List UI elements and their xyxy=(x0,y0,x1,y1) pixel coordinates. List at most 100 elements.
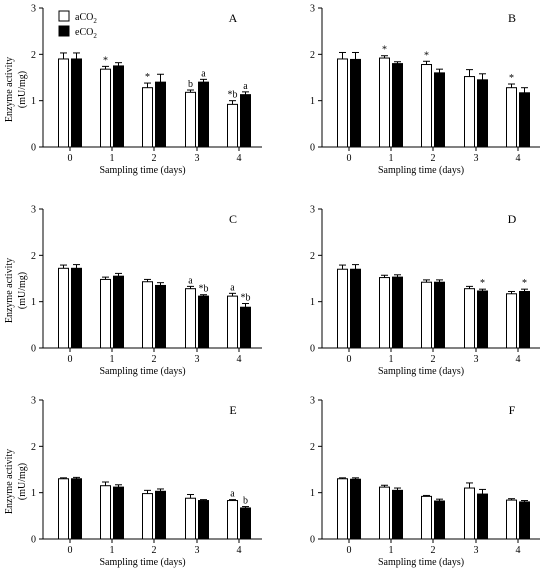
bar-eco2 xyxy=(113,65,124,148)
bar-aco2 xyxy=(379,277,390,349)
y-tick-label: 0 xyxy=(31,143,36,154)
bar-eco2 xyxy=(240,94,251,148)
panel-letter: A xyxy=(229,11,238,25)
bar-eco2 xyxy=(350,58,361,148)
bar-aco2 xyxy=(58,478,69,540)
bar-aco2 xyxy=(421,495,432,540)
significance-label: *b xyxy=(199,284,209,295)
bar-aco2 xyxy=(421,64,432,148)
chart-panel-b: 0 1 2 3 0 1 * 2 * 3 4 * B Sampling time (days) xyxy=(310,4,540,176)
bar-aco2 xyxy=(464,288,475,349)
x-tick-label: 2 xyxy=(152,545,157,556)
y-tick-label: 2 xyxy=(31,442,36,453)
bar-eco2 xyxy=(477,79,488,148)
bar-aco2 xyxy=(58,58,69,148)
x-tick-label: 1 xyxy=(110,545,115,556)
y-tick-label: 0 xyxy=(310,535,315,546)
x-tick-label: 0 xyxy=(68,153,73,164)
bar-eco2 xyxy=(350,478,361,540)
y-axis-unit: (mU/mg) xyxy=(17,71,28,108)
panel-letter: F xyxy=(509,403,516,417)
x-axis-label: Sampling time (days) xyxy=(99,557,185,568)
x-tick-label: 1 xyxy=(389,545,394,556)
legend-label-main: eCO xyxy=(75,27,93,38)
x-tick-label: 2 xyxy=(431,545,436,556)
chart-panel-d: 0 1 2 3 0 1 2 3 * 4 * D Sampling time (days) xyxy=(310,205,540,377)
chart-panel-f: 0 1 2 3 0 1 2 3 4 F Sampling time (days) xyxy=(310,396,540,568)
y-axis-label: Enzyme activity xyxy=(4,258,15,323)
x-tick-label: 1 xyxy=(110,153,115,164)
x-tick-label: 3 xyxy=(195,545,200,556)
y-tick-label: 0 xyxy=(31,535,36,546)
x-axis-label: Sampling time (days) xyxy=(378,366,464,377)
bar-aco2 xyxy=(379,57,390,148)
x-tick-label: 0 xyxy=(68,545,73,556)
bar-aco2 xyxy=(506,87,517,148)
bar-eco2 xyxy=(198,500,209,540)
bar-eco2 xyxy=(477,290,488,349)
x-tick-label: 0 xyxy=(347,153,352,164)
significance-label: a xyxy=(243,81,248,92)
x-tick-label: 4 xyxy=(516,545,521,556)
bar-aco2 xyxy=(100,68,111,148)
bar-eco2 xyxy=(71,267,82,349)
x-tick-label: 0 xyxy=(68,354,73,365)
bar-eco2 xyxy=(155,490,166,540)
x-tick-label: 0 xyxy=(347,545,352,556)
y-axis-label: Enzyme activity xyxy=(4,449,15,514)
y-tick-label: 1 xyxy=(310,96,315,107)
bar-aco2 xyxy=(379,486,390,540)
bar-eco2 xyxy=(434,281,445,349)
y-tick-label: 1 xyxy=(310,297,315,308)
x-axis-label: Sampling time (days) xyxy=(99,366,185,377)
bar-eco2 xyxy=(71,478,82,540)
y-tick-label: 2 xyxy=(310,442,315,453)
x-tick-label: 3 xyxy=(195,153,200,164)
bar-aco2 xyxy=(100,278,111,349)
bar-aco2 xyxy=(506,499,517,540)
bar-aco2 xyxy=(185,497,196,540)
chart-panel-c: 0 1 2 3 0 1 2 3 a *b 4 a *b C Sampling time (days) Enzy… xyxy=(4,205,262,377)
significance-label: a xyxy=(230,489,235,500)
legend-label-main: aCO xyxy=(75,12,93,23)
bar-eco2 xyxy=(240,507,251,540)
bar-aco2 xyxy=(464,76,475,148)
legend-swatch xyxy=(58,10,70,22)
x-tick-label: 4 xyxy=(516,153,521,164)
bar-eco2 xyxy=(392,63,403,148)
x-tick-label: 1 xyxy=(389,354,394,365)
bar-aco2 xyxy=(58,267,69,349)
x-axis-label: Sampling time (days) xyxy=(378,557,464,568)
legend-label: eCO2 xyxy=(75,27,97,40)
x-axis-label: Sampling time (days) xyxy=(378,165,464,176)
bar-eco2 xyxy=(155,284,166,349)
x-tick-label: 1 xyxy=(389,153,394,164)
panel-letter: B xyxy=(508,11,516,25)
bar-eco2 xyxy=(113,275,124,349)
significance-label: * xyxy=(382,45,387,56)
x-tick-label: 2 xyxy=(431,153,436,164)
panel-letter: D xyxy=(508,212,517,226)
x-tick-label: 4 xyxy=(516,354,521,365)
bar-aco2 xyxy=(464,487,475,540)
bar-eco2 xyxy=(392,276,403,349)
y-tick-label: 3 xyxy=(31,205,36,216)
significance-label: *b xyxy=(241,293,251,304)
bar-eco2 xyxy=(113,486,124,540)
x-tick-label: 3 xyxy=(474,545,479,556)
x-tick-label: 2 xyxy=(152,354,157,365)
bar-aco2 xyxy=(227,103,238,148)
x-tick-label: 0 xyxy=(347,354,352,365)
significance-label: * xyxy=(424,50,429,61)
significance-label: * xyxy=(103,55,108,66)
bar-eco2 xyxy=(392,489,403,540)
significance-label: b xyxy=(188,79,193,90)
y-tick-label: 3 xyxy=(310,205,315,216)
bar-eco2 xyxy=(434,500,445,540)
x-tick-label: 2 xyxy=(152,153,157,164)
bar-aco2 xyxy=(227,295,238,349)
y-tick-label: 0 xyxy=(310,143,315,154)
legend-label: aCO2 xyxy=(75,12,97,25)
significance-label: * xyxy=(509,73,514,84)
